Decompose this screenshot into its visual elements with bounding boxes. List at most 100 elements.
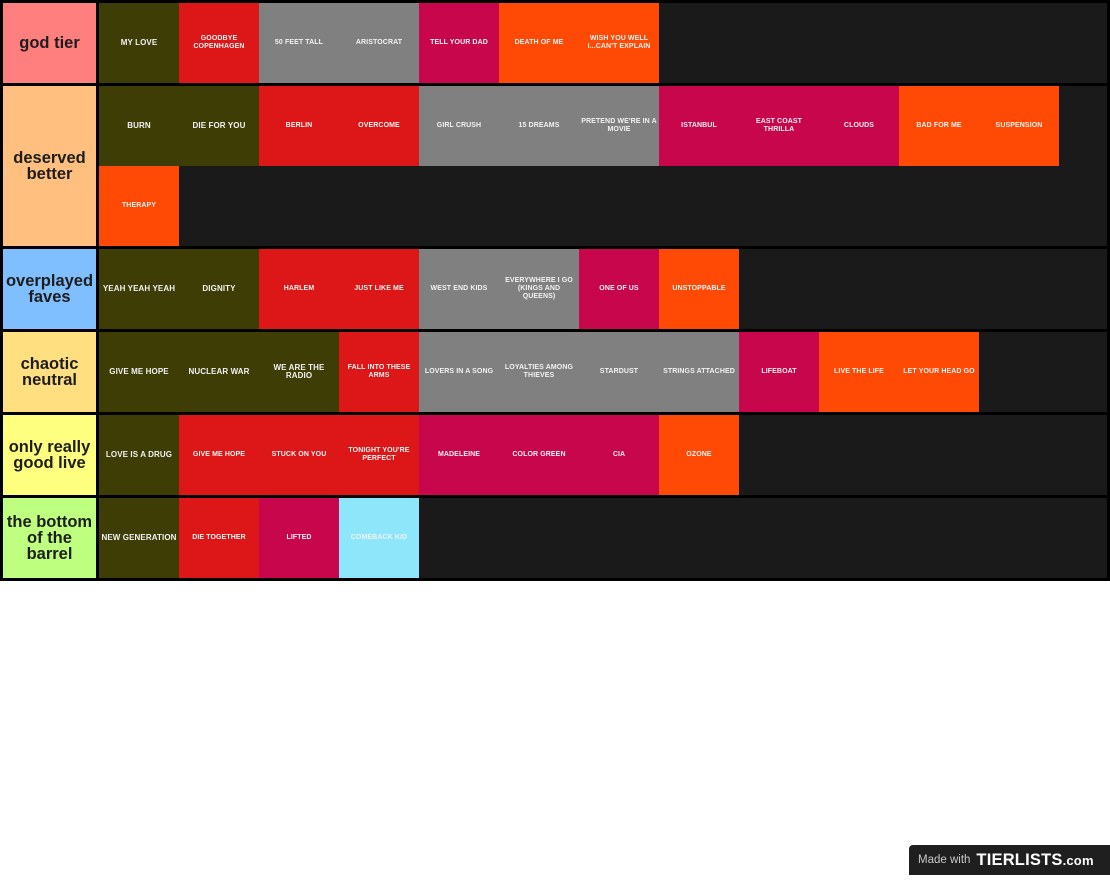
song-tile[interactable]: TELL YOUR DAD	[419, 3, 499, 83]
tier-row: deserved better BURN DIE FOR YOU BERLIN OVER…	[0, 83, 1110, 246]
song-title: PRETEND WE'RE IN A MOVIE	[581, 118, 657, 133]
song-title: STARDUST	[599, 368, 639, 375]
song-tile[interactable]: ISTANBUL	[659, 86, 739, 166]
song-tile[interactable]: GIVE ME HOPE	[99, 332, 179, 412]
tier-label[interactable]: chaotic neutral	[3, 332, 96, 412]
song-tile[interactable]: DEATH OF ME	[499, 3, 579, 83]
song-title: JUST LIKE ME	[354, 285, 404, 292]
song-title: LOYALTIES AMONG THIEVES	[504, 364, 574, 379]
song-tile[interactable]: EAST COAST THRILLA	[739, 86, 819, 166]
tier-row: only really good live LOVE IS A DRUG GIVE …	[0, 412, 1110, 495]
made-with-badge[interactable]: Made with TIERLISTS.com	[909, 845, 1110, 875]
song-tile[interactable]: LOVE IS A DRUG	[99, 415, 179, 495]
song-tile[interactable]: DIGNITY	[179, 249, 259, 329]
song-tile[interactable]: STRINGS ATTACHED	[659, 332, 739, 412]
song-title: GIVE ME HOPE	[192, 451, 246, 458]
song-tile[interactable]: DIE TOGETHER	[179, 498, 259, 578]
song-tile[interactable]: LOVERS IN A SONG	[419, 332, 499, 412]
song-title: GOODBYE COPENHAGEN	[193, 35, 245, 50]
song-title: TONIGHT YOU'RE PERFECT	[348, 447, 410, 462]
song-tile[interactable]: HARLEM	[259, 249, 339, 329]
song-title: ARISTOCRAT	[355, 39, 403, 46]
song-title: STUCK ON YOU	[271, 451, 327, 458]
song-tile[interactable]: GIRL CRUSH	[419, 86, 499, 166]
song-tile[interactable]: WE ARE THE RADIO	[259, 332, 339, 412]
tier-label[interactable]: overplayed faves	[3, 249, 96, 329]
song-title: LIFEBOAT	[761, 368, 797, 375]
song-title: STRINGS ATTACHED	[663, 368, 735, 375]
song-title: ONE OF US	[599, 285, 639, 292]
song-tile[interactable]: BERLIN	[259, 86, 339, 166]
song-tile[interactable]: JUST LIKE ME	[339, 249, 419, 329]
song-tile[interactable]: COMEBACK KID	[339, 498, 419, 578]
song-tile[interactable]: OZONE	[659, 415, 739, 495]
song-tile[interactable]: 50 FEET TALL	[259, 3, 339, 83]
song-title: BAD FOR ME	[916, 122, 962, 129]
song-tile[interactable]: FALL INTO THESE ARMS	[339, 332, 419, 412]
song-tile[interactable]: PRETEND WE'RE IN A MOVIE	[579, 86, 659, 166]
tier-items[interactable]: BURN DIE FOR YOU BERLIN OVERCOME GIRL CRUSH 1…	[99, 86, 1107, 246]
song-tile[interactable]: SUSPENSION	[979, 86, 1059, 166]
song-tile[interactable]: BAD FOR ME	[899, 86, 979, 166]
song-tile[interactable]: MY LOVE	[99, 3, 179, 83]
song-tile[interactable]: NUCLEAR WAR	[179, 332, 259, 412]
song-tile[interactable]: BURN	[99, 86, 179, 166]
tier-label[interactable]: god tier	[3, 3, 96, 83]
song-tile[interactable]: 15 DREAMS	[499, 86, 579, 166]
song-title: HARLEM	[283, 285, 315, 292]
song-tile[interactable]: ONE OF US	[579, 249, 659, 329]
song-title: LIFTED	[286, 534, 312, 541]
song-tile[interactable]: COLOR GREEN	[499, 415, 579, 495]
song-tile[interactable]: TONIGHT YOU'RE PERFECT	[339, 415, 419, 495]
song-tile[interactable]: DIE FOR YOU	[179, 86, 259, 166]
tier-label[interactable]: only really good live	[3, 415, 96, 495]
tier-items[interactable]: LOVE IS A DRUG GIVE ME HOPE STUCK ON YOU TO…	[99, 415, 1107, 495]
tierlists-logo: TIERLISTS.com	[976, 851, 1093, 870]
song-tile[interactable]: ARISTOCRAT	[339, 3, 419, 83]
song-tile[interactable]: STUCK ON YOU	[259, 415, 339, 495]
song-title: EAST COAST THRILLA	[755, 118, 803, 133]
song-tile[interactable]: EVERYWHERE I GO (KINGS AND QUEENS)	[499, 249, 579, 329]
tier-items[interactable]: MY LOVE GOODBYE COPENHAGEN 50 FEET TALL ARI…	[99, 3, 1107, 83]
song-title: LET YOUR HEAD GO	[903, 368, 975, 375]
song-title: COLOR GREEN	[512, 451, 566, 458]
song-title: GIRL CRUSH	[436, 122, 482, 129]
song-tile[interactable]: LOYALTIES AMONG THIEVES	[499, 332, 579, 412]
tier-items[interactable]: GIVE ME HOPE NUCLEAR WAR WE ARE THE RADIO F…	[99, 332, 1107, 412]
song-title: DIE FOR YOU	[192, 121, 246, 130]
song-tile[interactable]: LIFTED	[259, 498, 339, 578]
song-title: GIVE ME HOPE	[109, 367, 169, 376]
song-tile[interactable]: STARDUST	[579, 332, 659, 412]
song-tile[interactable]: GOODBYE COPENHAGEN	[179, 3, 259, 83]
song-title: THERAPY	[121, 202, 157, 209]
song-tile[interactable]: LET YOUR HEAD GO	[899, 332, 979, 412]
song-tile[interactable]: UNSTOPPABLE	[659, 249, 739, 329]
song-title: 15 DREAMS	[518, 122, 560, 129]
song-tile[interactable]: MADELEINE	[419, 415, 499, 495]
song-title: WEST END KIDS	[430, 285, 488, 292]
song-title: WE ARE THE RADIO	[273, 363, 325, 380]
tier-label[interactable]: the bottom of the barrel	[3, 498, 96, 578]
logo-suffix: .com	[1062, 852, 1094, 868]
song-title: CIA	[612, 451, 626, 458]
tier-items[interactable]: YEAH YEAH YEAH DIGNITY HARLEM JUST LIKE ME W…	[99, 249, 1107, 329]
song-tile[interactable]: OVERCOME	[339, 86, 419, 166]
song-title: OZONE	[686, 451, 712, 458]
song-tile[interactable]: WEST END KIDS	[419, 249, 499, 329]
song-tile[interactable]: NEW GENERATION	[99, 498, 179, 578]
song-title: LOVE IS A DRUG	[105, 450, 173, 459]
song-tile[interactable]: CLOUDS	[819, 86, 899, 166]
tier-label[interactable]: deserved better	[3, 86, 96, 246]
song-tile[interactable]: YEAH YEAH YEAH	[99, 249, 179, 329]
song-tile[interactable]: THERAPY	[99, 166, 179, 246]
song-tile[interactable]: CIA	[579, 415, 659, 495]
tier-items[interactable]: NEW GENERATION DIE TOGETHER LIFTED COMEBACK…	[99, 498, 1107, 578]
song-tile[interactable]: GIVE ME HOPE	[179, 415, 259, 495]
song-tile[interactable]: LIFEBOAT	[739, 332, 819, 412]
tier-row: chaotic neutral GIVE ME HOPE NUCLEAR WAR WE…	[0, 329, 1110, 412]
song-title: FALL INTO THESE ARMS	[347, 364, 411, 379]
song-title: EVERYWHERE I GO (KINGS AND QUEENS)	[505, 277, 573, 300]
song-title: OVERCOME	[358, 122, 400, 129]
song-tile[interactable]: WISH YOU WELL I...CAN'T EXPLAIN	[579, 3, 659, 83]
song-tile[interactable]: LIVE THE LIFE	[819, 332, 899, 412]
